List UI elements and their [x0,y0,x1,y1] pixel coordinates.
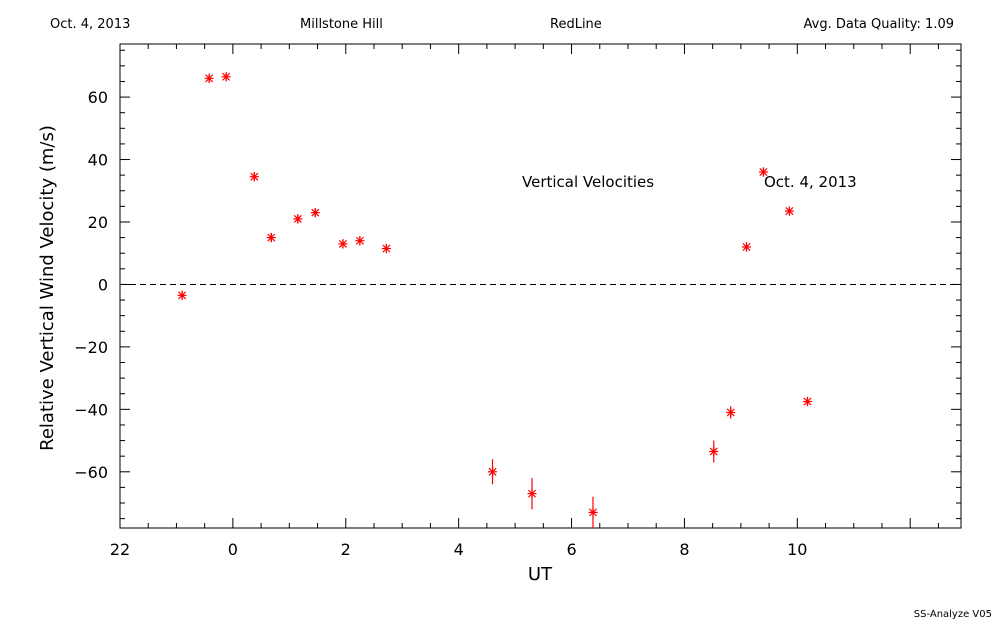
marker-diagonal [250,172,259,181]
marker-diagonal [588,508,598,517]
x-tick-label: 10 [787,540,807,559]
marker-diagonal [759,168,768,177]
x-tick-label: 8 [679,540,689,559]
marker-diagonal [785,207,794,216]
data-point [758,167,768,177]
x-tick-label: 22 [110,540,130,559]
marker-diagonal [803,397,812,406]
marker-diagonal [709,447,718,456]
header-date: Oct. 4, 2013 [50,17,131,32]
x-tick-label: 4 [454,540,464,559]
marker-diagonal [488,467,497,476]
header-site: Millstone Hill [300,17,383,32]
marker-diagonal [726,408,735,417]
y-tick-label: −60 [74,463,108,482]
marker-diagonal [293,214,302,223]
software-version-label: SS-Analyze V05 [913,609,992,620]
x-tick-label: 0 [228,540,238,559]
y-tick-label: −40 [74,400,108,419]
annotation-date: Oct. 4, 2013 [764,173,857,191]
marker-diagonal [355,236,364,245]
y-tick-label: 60 [88,88,108,107]
data-point [381,243,391,254]
data-point [709,440,719,463]
y-axis: −60 −40 −20 0 20 40 60 [74,49,961,520]
marker-diagonal [382,244,391,253]
annotation-vertical-velocities: Vertical Velocities [522,173,654,191]
data-point [726,406,736,419]
marker-diagonal [178,291,187,300]
plot-frame [119,43,962,529]
data-point [802,396,812,407]
data-point [742,242,752,252]
x-axis-label: UT [528,564,553,585]
header-data-quality: Avg. Data Quality: 1.09 [803,17,954,32]
marker-diagonal [222,72,231,81]
data-point [588,496,598,528]
marker-diagonal [205,74,214,83]
x-tick-label: 2 [341,540,351,559]
data-point [249,172,259,182]
y-tick-label: 20 [88,213,108,232]
data-point [488,459,498,485]
y-tick-label: 40 [88,151,108,170]
marker-diagonal [338,239,347,248]
data-point [338,239,348,249]
data-point [527,478,537,510]
x-tick-label: 6 [566,540,576,559]
y-tick-label: −20 [74,338,108,357]
y-axis-label: Relative Vertical Wind Velocity (m/s) [37,125,58,451]
data-point [355,236,365,246]
data-point [266,232,276,243]
x-axis: 22 0 2 4 6 8 10 [110,44,939,559]
marker-diagonal [311,208,320,217]
marker-diagonal [742,242,751,251]
y-tick-label: 0 [98,275,108,294]
data-point [784,206,794,216]
marker-diagonal [528,489,537,498]
data-point [177,290,187,301]
data-point [204,73,214,84]
data-points [177,72,812,528]
data-point [293,214,303,224]
marker-diagonal [267,233,276,242]
data-point [221,72,231,82]
header-instrument: RedLine [550,17,602,32]
data-point [310,207,320,218]
